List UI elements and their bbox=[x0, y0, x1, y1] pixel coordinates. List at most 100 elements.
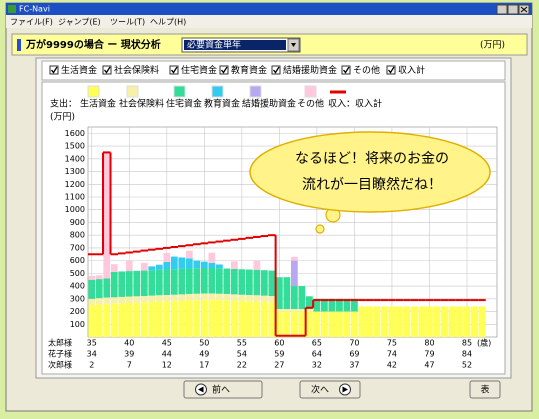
x-tick-label: 42 bbox=[387, 361, 397, 370]
bar-segment bbox=[426, 306, 433, 337]
next-label: 次へ bbox=[311, 384, 329, 396]
bar-segment bbox=[118, 303, 125, 337]
legend-label: 教育資金 bbox=[204, 98, 240, 110]
bar-segment bbox=[283, 312, 290, 337]
bar-segment bbox=[126, 271, 133, 296]
bar-segment bbox=[178, 301, 185, 337]
bar-segment bbox=[374, 306, 381, 337]
y-tick-label: 600 bbox=[70, 256, 85, 265]
x-tick-label: 27 bbox=[274, 361, 284, 370]
x-tick-label: 79 bbox=[424, 350, 434, 359]
menu-item[interactable]: ジャンプ(E) bbox=[58, 18, 101, 27]
bar-segment bbox=[208, 268, 215, 293]
bar-segment bbox=[96, 305, 103, 337]
menu-item[interactable]: ツール(T) bbox=[110, 18, 145, 27]
bar-segment bbox=[186, 251, 193, 259]
legend-label: 収入計 bbox=[355, 98, 382, 110]
bar-segment bbox=[223, 269, 230, 294]
bar-segment bbox=[178, 294, 185, 300]
bar-segment bbox=[238, 269, 245, 294]
x-tick-label: 59 bbox=[274, 350, 284, 359]
bar-segment bbox=[141, 263, 148, 271]
bar-segment bbox=[283, 309, 290, 312]
bar-segment bbox=[291, 312, 298, 337]
bar-segment bbox=[434, 306, 441, 337]
bar-segment bbox=[404, 306, 411, 337]
x-tick-label: 45 bbox=[162, 339, 172, 348]
x-tick-label: 85 bbox=[462, 339, 472, 348]
bar-segment bbox=[141, 271, 148, 296]
app-icon bbox=[8, 5, 16, 13]
bar-segment bbox=[156, 295, 163, 301]
bar-segment bbox=[471, 306, 478, 337]
legend-label: その他 bbox=[297, 98, 324, 110]
maximize-button[interactable] bbox=[508, 5, 518, 14]
window-title: FC-Navi bbox=[19, 5, 50, 14]
x-tick-label: 50 bbox=[199, 339, 209, 348]
bar-segment bbox=[253, 302, 260, 337]
x-tick-label: 60 bbox=[274, 339, 284, 348]
bar-segment bbox=[96, 279, 103, 298]
bar-segment bbox=[231, 301, 238, 337]
checkbox-label: 社会保険料 bbox=[114, 64, 159, 76]
bar-segment bbox=[253, 270, 260, 295]
bar-segment bbox=[359, 306, 366, 337]
x-tick-label: 39 bbox=[124, 350, 134, 359]
bar-segment bbox=[253, 295, 260, 301]
x-tick-label: 55 bbox=[237, 339, 247, 348]
legend-swatch bbox=[174, 86, 185, 97]
bar-segment bbox=[344, 312, 351, 337]
bar-segment bbox=[133, 296, 140, 302]
bar-segment bbox=[88, 305, 95, 337]
callout-text: なるほど！将来のお金の bbox=[295, 151, 449, 167]
bar-segment bbox=[246, 301, 253, 337]
bar-segment bbox=[103, 298, 110, 304]
x-tick-label: 7 bbox=[127, 361, 132, 370]
x-tick-label: 65 bbox=[312, 339, 322, 348]
y-axis-label: (万円) bbox=[50, 112, 75, 123]
bar-segment bbox=[238, 295, 245, 301]
bar-segment bbox=[381, 306, 388, 337]
x-tick-label: 84 bbox=[462, 350, 472, 359]
bar-segment bbox=[351, 312, 358, 337]
row-name: 太郎様 bbox=[48, 338, 72, 348]
bar-segment bbox=[186, 294, 193, 300]
bar-segment bbox=[299, 309, 306, 312]
bar-segment bbox=[299, 286, 306, 309]
checkbox-label: 結婚援助資金 bbox=[283, 64, 337, 76]
x-unit: (歳) bbox=[477, 338, 491, 348]
bar-segment bbox=[178, 257, 185, 268]
checkbox-label: 収入計 bbox=[398, 64, 425, 76]
bar-segment bbox=[118, 297, 125, 303]
x-tick-label: 69 bbox=[349, 350, 359, 359]
bar-segment bbox=[178, 269, 185, 294]
legend-swatch bbox=[305, 86, 316, 97]
bar-segment bbox=[268, 296, 275, 302]
bar-segment bbox=[246, 270, 253, 295]
x-tick-label: 64 bbox=[312, 350, 322, 359]
y-tick-label: 300 bbox=[70, 294, 85, 303]
dropdown-value: 必要資金単年 bbox=[187, 39, 241, 51]
bar-segment bbox=[193, 261, 200, 269]
bar-segment bbox=[171, 295, 178, 301]
x-tick-label: 2 bbox=[89, 361, 94, 370]
y-tick-label: 1100 bbox=[65, 193, 85, 202]
bar-segment bbox=[126, 303, 133, 337]
bar-segment bbox=[231, 261, 238, 269]
bar-segment bbox=[96, 298, 103, 304]
legend-label: 結婚援助資金 bbox=[242, 98, 296, 110]
bar-segment bbox=[186, 269, 193, 294]
minimize-button[interactable] bbox=[497, 5, 507, 14]
y-tick-label: 1300 bbox=[65, 167, 85, 176]
bar-segment bbox=[201, 300, 208, 337]
menu-item[interactable]: ヘルプ(H) bbox=[150, 18, 186, 27]
y-tick-label: 200 bbox=[70, 307, 85, 316]
bar-segment bbox=[464, 306, 471, 337]
bar-segment bbox=[88, 299, 95, 305]
y-tick-label: 500 bbox=[70, 269, 85, 278]
bar-segment bbox=[216, 294, 223, 300]
header-marker bbox=[17, 39, 21, 51]
y-tick-label: 1400 bbox=[65, 154, 85, 163]
menu-item[interactable]: ファイル(F) bbox=[10, 18, 53, 27]
bar-segment bbox=[231, 269, 238, 294]
